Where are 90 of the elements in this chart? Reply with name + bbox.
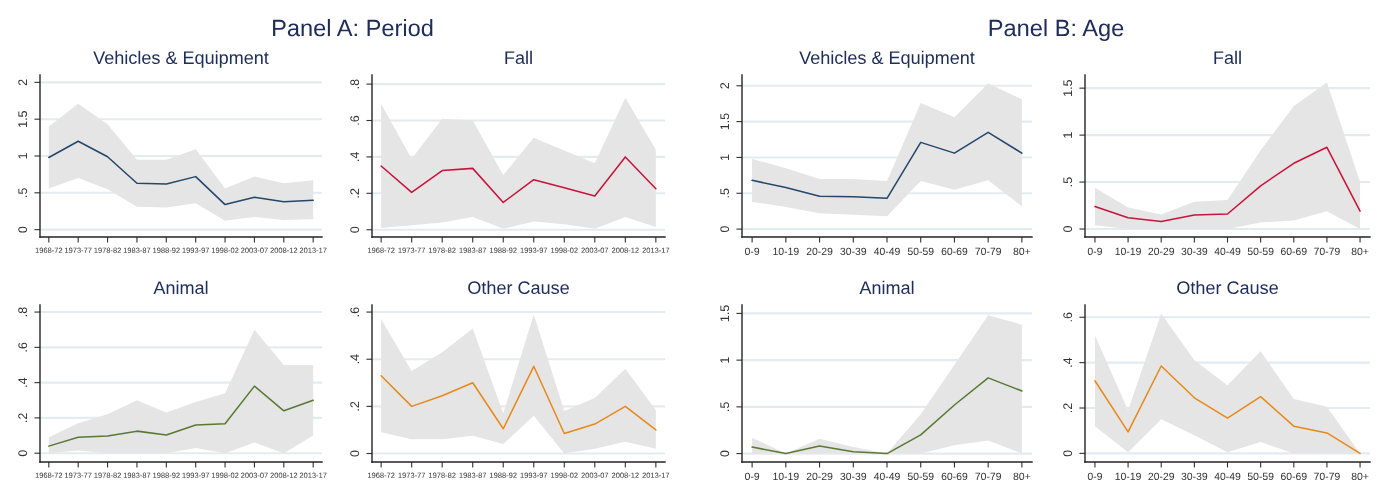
y-tick-label: 1 (1063, 132, 1072, 138)
x-tick-label: 80+ (1013, 472, 1031, 481)
y-tick-label: .5 (720, 188, 730, 198)
x-tick-label: 20-29 (1148, 472, 1175, 481)
x-tick-label: 30-39 (1181, 247, 1208, 256)
y-tick-label: 1 (720, 357, 729, 363)
y-tick-label: .6 (350, 115, 360, 125)
line-series (48, 140, 314, 206)
x-tick-label: 80+ (1351, 247, 1369, 256)
y-tick-label: .4 (350, 354, 359, 364)
chart-title: Fall (1214, 50, 1241, 65)
x-tick-label: 60-69 (941, 472, 968, 481)
y-tick-label: 0 (350, 226, 360, 233)
y-tick-label: 0 (350, 450, 360, 457)
text: Panel A: Period (273, 19, 433, 37)
x-tick-label: 50-59 (907, 472, 934, 481)
x-tick-label: 0-9 (745, 247, 760, 256)
x-tick-label: 50-59 (1247, 472, 1274, 481)
y-tick-label: .6 (350, 307, 360, 317)
x-tick-label: 20-29 (806, 247, 833, 256)
y-tick-label: .2 (350, 188, 359, 198)
y-tick-label: 1 (720, 154, 729, 160)
y-tick-label: .2 (350, 401, 359, 411)
chart-title: Other Cause (1177, 280, 1278, 295)
x-tick-label: 30-39 (840, 472, 867, 481)
x-tick-label: 80+ (1351, 472, 1369, 481)
x-tick-label: 0-9 (745, 472, 760, 481)
y-tick-label: 1.5 (720, 113, 730, 130)
x-tick-label: 60-69 (941, 247, 968, 256)
line-series (751, 377, 1023, 455)
x-tick-label: 50-59 (1247, 247, 1274, 256)
y-tick-label: 1 (18, 153, 27, 159)
line-series (380, 365, 657, 435)
y-tick-label: .5 (1063, 177, 1073, 187)
y-tick-label: .5 (18, 188, 28, 197)
y-tick-label: 0 (1063, 450, 1073, 457)
y-tick-label: 0 (18, 226, 28, 233)
x-tick-label: 40-49 (873, 472, 900, 481)
x-tick-label: 40-49 (1214, 247, 1241, 256)
x-tick-label: 40-49 (873, 247, 900, 256)
y-tick-label: .4 (1063, 357, 1072, 367)
x-tick-label: 20-29 (806, 472, 833, 481)
x-tick-label: 80+ (1013, 247, 1031, 256)
x-tick-label: 10-19 (1115, 472, 1141, 481)
y-tick-label: .2 (1063, 403, 1072, 413)
chart-title: Animal (859, 280, 914, 295)
y-tick-label: 0 (720, 450, 730, 457)
line-series (1094, 365, 1361, 455)
x-tick-label: 60-69 (1280, 472, 1307, 481)
line-series (751, 131, 1023, 200)
y-tick-label: 0 (1063, 226, 1073, 232)
y-tick-label: .8 (350, 79, 360, 89)
x-tick-label: 70-79 (1314, 247, 1340, 256)
y-tick-label: .6 (1063, 312, 1073, 322)
y-tick-label: .4 (350, 152, 359, 161)
chart-title: Animal (153, 280, 208, 295)
x-tick-label: 10-19 (773, 247, 799, 256)
y-tick-label: .4 (18, 377, 27, 387)
y-tick-label: 0 (18, 450, 28, 457)
x-tick-label: 0-9 (1087, 247, 1102, 256)
y-tick-label: 1.5 (1063, 79, 1073, 96)
chart-title: Other Cause (468, 280, 569, 295)
chart-title: Fall (505, 50, 532, 65)
y-tick-label: .2 (18, 413, 27, 422)
y-tick-label: .5 (720, 402, 730, 411)
chart-title: Vehicles & Equipment (799, 50, 975, 68)
y-tick-label: .6 (18, 342, 28, 352)
y-tick-label: 0 (720, 226, 730, 233)
x-tick-label: 10-19 (1115, 247, 1141, 256)
x-tick-label: 70-79 (975, 472, 1001, 481)
line-series (1094, 146, 1361, 223)
x-tick-label: 50-59 (907, 247, 934, 256)
x-tick-label: 30-39 (1181, 472, 1208, 481)
y-tick-label: 2 (18, 79, 27, 86)
x-tick-label: 60-69 (1280, 247, 1307, 256)
x-tick-label: 20-29 (1148, 247, 1175, 256)
x-tick-label: 70-79 (1314, 472, 1340, 481)
x-tick-label: 10-19 (773, 472, 799, 481)
line-series (380, 156, 657, 204)
x-tick-label: 40-49 (1214, 472, 1241, 481)
x-tick-label: 70-79 (975, 247, 1001, 256)
x-tick-label: 0-9 (1087, 472, 1102, 481)
chart-title: Vehicles & Equipment (93, 50, 269, 68)
x-tick-label: 30-39 (840, 247, 867, 256)
y-tick-label: 2 (720, 82, 729, 89)
y-tick-label: 1.5 (18, 111, 28, 127)
line-series (48, 385, 314, 447)
y-tick-label: 1.5 (720, 305, 730, 322)
y-tick-label: .8 (18, 307, 28, 317)
text: Panel B: Age (989, 19, 1124, 41)
